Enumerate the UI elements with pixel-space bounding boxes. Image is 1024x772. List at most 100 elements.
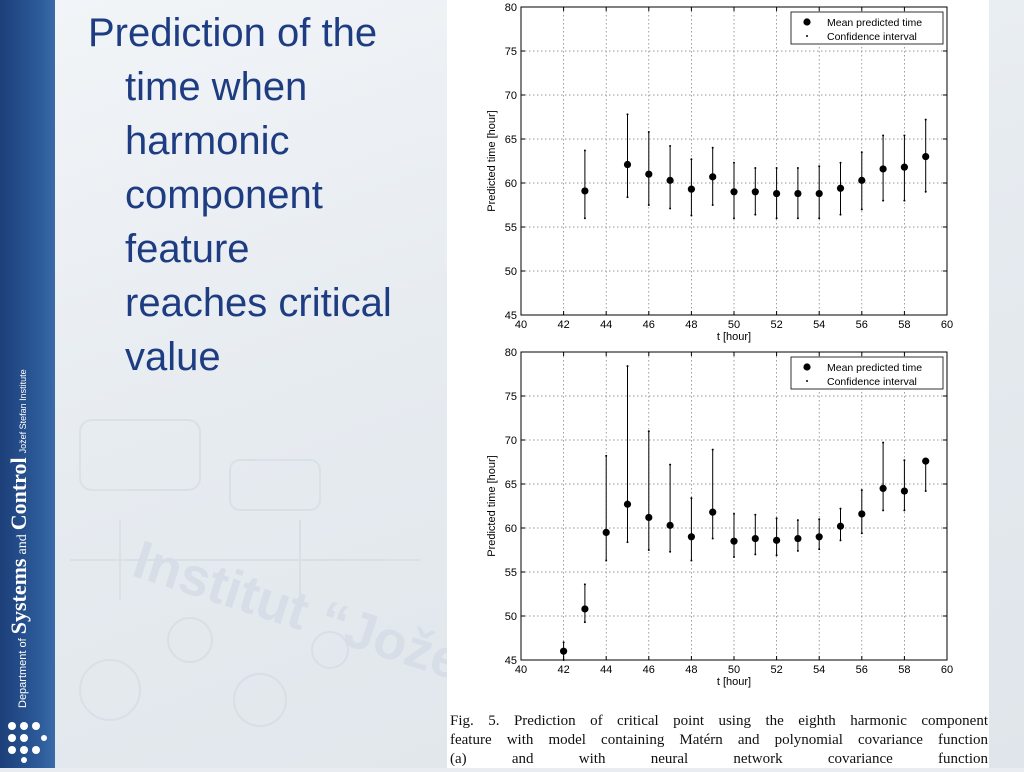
x-tick-label: 40 [515,319,527,331]
confidence-interval-point [818,518,821,521]
confidence-interval-point [647,204,650,206]
institute-text: Jožef Stefan Institute [18,369,28,454]
x-tick-label: 46 [643,664,655,676]
title-line: Prediction of the [88,11,378,55]
confidence-interval-point [903,199,906,202]
title-line: time when [125,65,308,109]
y-tick-label: 50 [505,266,517,278]
title-line: value [125,335,221,379]
x-tick-label: 60 [941,664,953,676]
confidence-interval-point [775,217,778,220]
confidence-interval-point [733,512,735,515]
mean-point [773,189,781,198]
mean-point [900,487,908,495]
systems-text: Systems [6,558,31,635]
confidence-interval-point [924,190,927,193]
mean-point [730,188,738,196]
mean-point [666,176,674,184]
confidence-interval-point [818,165,821,168]
x-tick-label: 52 [770,319,782,331]
mean-point [836,184,845,192]
y-tick-label: 45 [505,655,517,667]
confidence-interval-point [690,158,693,161]
confidence-interval-point [860,489,863,492]
mean-point [794,189,802,198]
confidence-interval-point [775,554,778,557]
logo-dots-icon [8,722,47,763]
confidence-interval-point [583,217,586,220]
y-tick-label: 70 [505,90,517,102]
confidence-interval-point [583,149,586,152]
confidence-interval-point [647,430,650,433]
confidence-interval-point [626,541,629,544]
y-tick-label: 65 [505,479,517,491]
confidence-interval-point [669,550,672,553]
mean-point [815,189,823,198]
dept-of-text: Department of [17,638,29,708]
mean-point [773,536,781,544]
mean-point [751,534,759,543]
y-tick-label: 45 [505,310,517,322]
confidence-interval-point [605,454,608,457]
mean-point [900,163,908,171]
confidence-interval-point [754,553,757,556]
mean-point [879,484,887,492]
figure-caption: Fig. 5. Prediction of critical point usi… [450,712,988,769]
confidence-interval-point [690,214,693,217]
mean-point [645,513,653,522]
y-tick-label: 50 [505,611,517,623]
mean-point [879,165,887,173]
confidence-interval-point [583,583,586,586]
confidence-interval-point [669,145,672,148]
mean-point [836,522,845,530]
y-tick-label: 55 [505,222,517,234]
caption-line: Fig. 5. Prediction of critical point usi… [450,713,988,729]
and-text: and [15,534,30,555]
confidence-interval-point [882,509,885,512]
mean-point [794,534,802,543]
confidence-interval-point [882,134,885,137]
legend-label: Mean predicted time [827,17,922,29]
mean-point [560,647,568,655]
confidence-interval-point [882,441,885,444]
confidence-interval-point [711,448,714,451]
confidence-interval-point [860,208,863,211]
y-axis-label: Predicted time [hour] [486,455,498,557]
legend-mean-marker [803,18,811,26]
confidence-interval-point [647,549,650,551]
confidence-interval-point [818,217,821,220]
confidence-interval-point [711,146,714,149]
confidence-interval-point [733,556,735,559]
y-tick-label: 70 [505,435,517,447]
confidence-interval-point [818,548,821,551]
caption-line: (a) and with neural network covariance f… [450,751,988,767]
x-axis-label: t [hour] [717,331,751,343]
mean-point [687,185,695,193]
confidence-interval-point [839,213,842,216]
mean-point [922,457,930,465]
y-tick-label: 65 [505,134,517,146]
slide-title: Prediction of the time when harmonic com… [88,6,438,384]
y-tick-label: 75 [505,391,517,403]
confidence-interval-point [690,559,693,562]
confidence-interval-point [839,161,842,164]
title-line: component [125,173,323,217]
confidence-interval-point [711,537,714,540]
confidence-interval-point [562,659,565,661]
confidence-interval-point [796,167,799,170]
confidence-interval-point [733,161,735,164]
mean-point [751,188,759,196]
confidence-interval-point [775,517,778,520]
confidence-interval-point [839,507,842,510]
watermark-text: Institut “Jože [126,529,470,692]
chart-a: 40 42 44 46 48 50 52 54 56 58 60 45 50 55 60 65 70 75 80 t … [486,2,953,343]
title-line: harmonic [125,119,290,163]
confidence-interval-point [754,213,757,216]
legend-ci-marker [806,35,808,37]
confidence-interval-point [605,559,608,562]
legend-box [790,11,944,45]
y-tick-label: 55 [505,567,517,579]
caption-line: feature with model containing Matérn and… [450,732,988,748]
confidence-interval-point [860,151,863,154]
